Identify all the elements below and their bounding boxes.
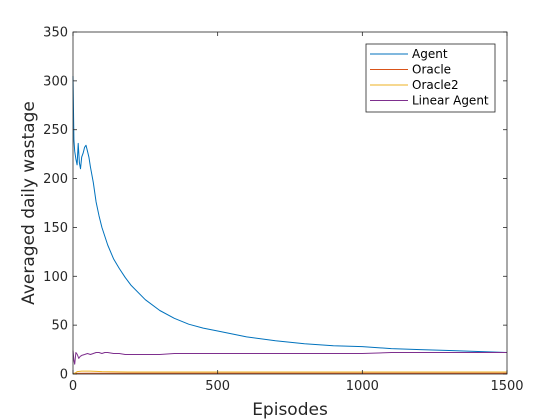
legend-label-2: Oracle bbox=[412, 63, 451, 77]
axes-box bbox=[72, 31, 508, 375]
y-tick-label: 350 bbox=[43, 26, 68, 41]
y-tick-label: 300 bbox=[43, 74, 68, 89]
axes-frame bbox=[72, 31, 508, 375]
y-axis-label: Averaged daily wastage bbox=[19, 101, 39, 305]
y-tick-label: 50 bbox=[51, 319, 68, 334]
series-layer bbox=[72, 75, 508, 375]
x-tick-label: 1000 bbox=[346, 379, 379, 394]
y-tick-label: 150 bbox=[43, 221, 68, 236]
series-line-1 bbox=[72, 75, 508, 353]
x-axis-label: Episodes bbox=[252, 400, 328, 420]
tick-layer: 0 500 1000 1500 0 50 100 150 200 250 300 350 bbox=[43, 26, 523, 395]
y-tick-label: 0 bbox=[60, 368, 68, 383]
y-tick-label: 200 bbox=[43, 172, 68, 187]
legend-label-1: Agent bbox=[412, 47, 448, 61]
legend-label-3: Oracle2 bbox=[412, 78, 459, 92]
y-tick-label: 250 bbox=[43, 123, 68, 138]
x-tick-label: 500 bbox=[205, 379, 230, 394]
legend-label-4: Linear Agent bbox=[412, 94, 489, 108]
x-tick-label: 1500 bbox=[490, 379, 523, 394]
series-line-4 bbox=[72, 350, 507, 365]
y-tick-label: 100 bbox=[43, 270, 68, 285]
x-tick-label: 0 bbox=[69, 379, 77, 394]
series-line-3 bbox=[72, 370, 507, 375]
